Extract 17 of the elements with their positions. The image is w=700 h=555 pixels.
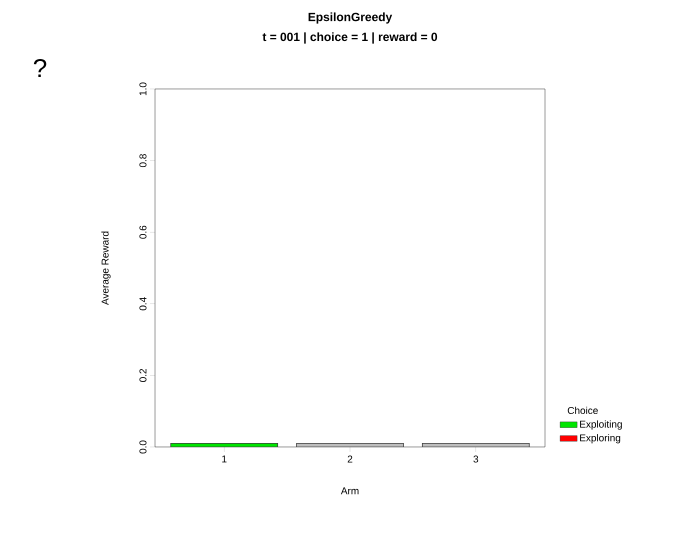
chart-title: EpsilonGreedy — [308, 12, 392, 24]
legend-label: Exploiting — [580, 420, 622, 430]
x-tick-label: 2 — [348, 456, 352, 462]
legend-title: Choice — [568, 406, 598, 414]
y-tick-label: 0.0 — [139, 440, 146, 454]
x-tick-label: 3 — [473, 456, 478, 463]
y-tick-label: 0.6 — [139, 226, 146, 239]
y-tick-label: 0.2 — [139, 368, 146, 382]
x-axis-title: Arm — [340, 487, 358, 494]
y-tick-label: 0.8 — [139, 154, 146, 168]
chart-subtitle: t = 001 | choice = 1 | reward = 0 — [262, 32, 438, 44]
y-tick-label: 0.4 — [139, 297, 146, 310]
text: ? — [34, 58, 46, 78]
y-tick-label: 1.0 — [139, 82, 146, 96]
x-tick-label: 1 — [222, 456, 226, 462]
y-axis-title: Average Reward — [101, 232, 111, 305]
legend-label: Exploring — [580, 434, 620, 444]
